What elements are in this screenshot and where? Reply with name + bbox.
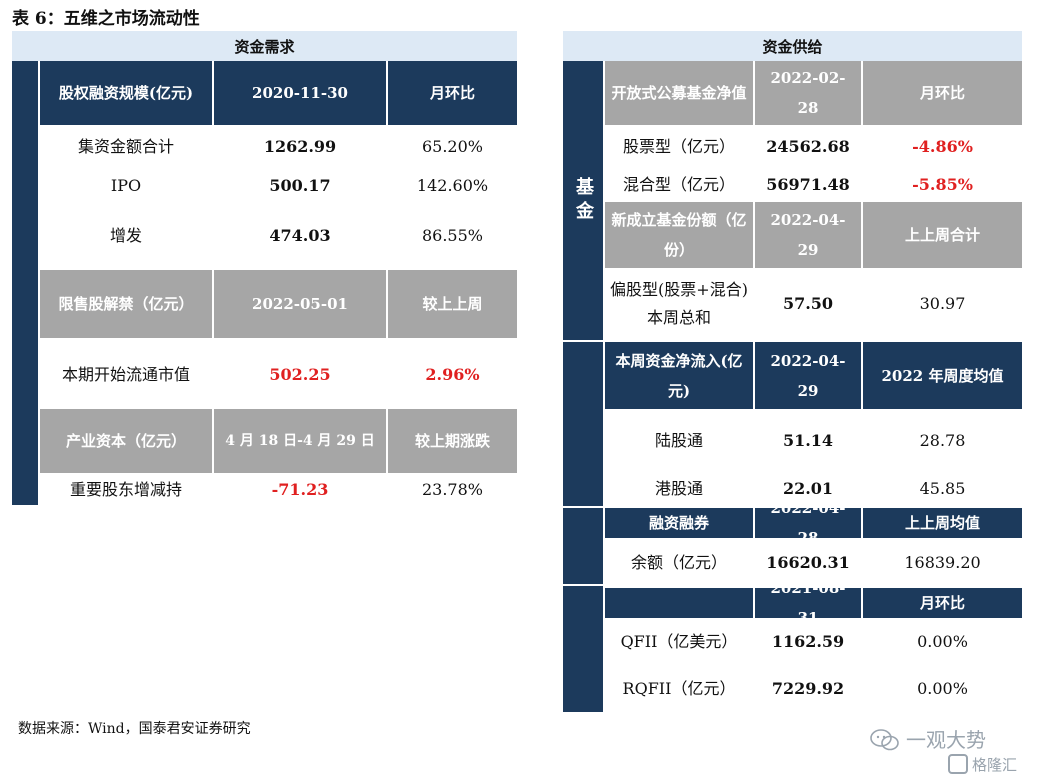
table-row-label: 余额（亿元） [630,553,727,572]
table-row-change: 23.78% [421,480,483,499]
margin-head-average: 上上周均值 [863,508,1022,538]
table-row-label: 港股通 [654,479,703,498]
financing-head-date: 2020-11-30 [214,61,386,125]
open-fund-head-label: 开放式公募基金净值 [605,61,753,125]
table-row-value: 500.17 [269,176,331,195]
table-row-value: 474.03 [269,226,331,245]
table-row-value: 1262.99 [263,137,337,156]
table-row-label: IPO [110,176,142,195]
new-fund-head-label: 新成立基金份额（亿份） [605,202,753,268]
table-row-label: 混合型（亿元） [622,175,735,194]
open-fund-head-change: 月环比 [863,61,1022,125]
table-row-change: 0.00% [917,632,968,651]
unlock-head-change: 较上上周 [388,270,517,338]
table-row-value: 57.50 [782,294,834,313]
watermark-wechat-name: 一观大势 [906,728,986,752]
table-row-change: 65.20% [421,137,483,156]
table-row-value: 1162.59 [771,632,845,651]
industry-head-label: 产业资本（亿元） [40,409,212,473]
table-row-label: RQFII（亿元） [622,679,736,698]
table-row-change: 30.97 [919,294,966,313]
table-row-change: 142.60% [416,176,489,195]
inflow-head-average: 2022 年周度均值 [863,342,1022,409]
industry-head-date: 4 月 18 日-4 月 29 日 [214,409,386,473]
table-row-label: 偏股型(股票+混合)本周总和 [610,280,748,327]
table-row-label: 集资金额合计 [77,137,174,156]
source-note: 数据来源：Wind，国泰君安证券研究 [18,721,251,737]
table-row-label: 陆股通 [654,431,703,450]
table-row-label: 本期开始流通市值 [61,365,190,384]
table-row-change: -5.85% [912,175,973,194]
unlock-head-date: 2022-05-01 [214,270,386,338]
industry-head-change: 较上期涨跌 [388,409,517,473]
qfii-side-bar [563,586,603,712]
table-row-change: 86.55% [421,226,483,245]
table-row-value: 7229.92 [771,679,845,698]
inflow-head-label: 本周资金净流入(亿元) [605,342,753,409]
table-row-change: 0.00% [917,679,968,698]
watermark: 一观大势 格隆汇 [838,722,1028,778]
table-row-label: QFII（亿美元） [620,632,738,651]
margin-side-bar [563,508,603,584]
table-row-label: 股票型（亿元） [622,137,735,156]
table-row-change: -4.86% [912,137,973,156]
left-side-bar [12,61,38,505]
table-row-label: 增发 [109,226,142,245]
inflow-side-bar [563,342,603,506]
table-row-change: 16839.20 [904,553,981,572]
margin-head-label: 融资融券 [605,508,753,538]
inflow-head-date: 2022-04-29 [755,342,861,409]
table-row-change: 2.96% [425,365,480,384]
watermark-brand: 格隆汇 [972,756,1018,774]
table-title: 表 6：五维之市场流动性 [12,9,200,29]
table-row-value: 502.25 [269,365,331,384]
table-row-value: 24562.68 [766,137,850,156]
fund-side-label: 基金 [563,61,603,340]
table-row-change: 45.85 [919,479,966,498]
financing-head-change: 月环比 [388,61,517,125]
table-row-value: 56971.48 [766,175,850,194]
wechat-icon [870,729,899,751]
table-row-value: 51.14 [782,431,834,450]
table-row-label: 重要股东增减持 [69,480,182,499]
qfii-head-change: 月环比 [863,588,1022,618]
qfii-head-date: 2021-08-31 [755,579,861,627]
table-row-value: 16620.31 [766,553,850,572]
table-row-change: 28.78 [919,431,966,450]
new-fund-head-date: 2022-04-29 [755,202,861,268]
qfii-head-label [605,588,753,618]
unlock-head-label: 限售股解禁（亿元） [40,270,212,338]
right-header: 资金供给 [563,31,1022,61]
financing-head-label: 股权融资规模(亿元) [40,61,212,125]
table-row-value: 22.01 [782,479,834,498]
margin-head-date: 2022-04-28 [755,499,861,547]
open-fund-head-date: 2022-02-28 [755,61,861,125]
brand-logo-icon [948,754,968,774]
table-row-value: -71.23 [271,480,329,499]
left-header: 资金需求 [12,31,517,61]
new-fund-head-total: 上上周合计 [863,202,1022,268]
